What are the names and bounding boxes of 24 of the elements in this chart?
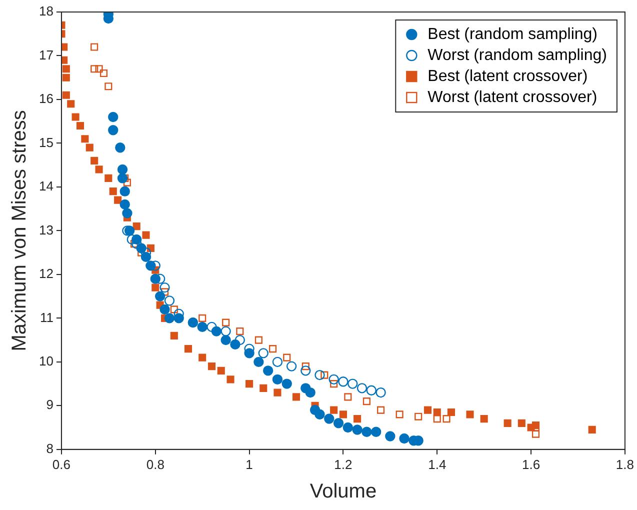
y-axis-title: Maximum von Mises stress — [8, 110, 31, 352]
y-tick-label: 18 — [38, 4, 54, 19]
y-tick-label: 11 — [40, 310, 54, 325]
y-tick-label: 8 — [46, 440, 54, 456]
legend-label: Worst (latent crossover) — [428, 88, 598, 106]
legend-label: Worst (random sampling) — [428, 46, 607, 64]
x-tick-label: 1.8 — [616, 456, 634, 472]
x-tick-label: 1.6 — [522, 456, 540, 472]
y-tick-label: 14 — [38, 178, 54, 194]
y-tick-label: 16 — [38, 91, 54, 106]
y-tick-label: 17 — [38, 47, 54, 62]
x-tick-label: 0.8 — [146, 456, 164, 472]
y-tick-label: 10 — [38, 354, 54, 368]
x-axis-title: Volume — [310, 480, 377, 503]
y-tick-label: 13 — [38, 222, 54, 238]
x-tick-label: 0.6 — [52, 456, 70, 472]
y-tick-label: 9 — [46, 397, 54, 412]
x-tick-label: 1.2 — [334, 456, 352, 472]
legend-label: Best (latent crossover) — [428, 68, 588, 85]
y-tick-label: 15 — [38, 134, 54, 150]
x-tick-label: 1.4 — [428, 456, 446, 472]
y-tick-label: 12 — [38, 266, 54, 282]
x-tick-label: 1 — [246, 456, 253, 472]
legend-label: Best (random sampling) — [428, 26, 598, 43]
